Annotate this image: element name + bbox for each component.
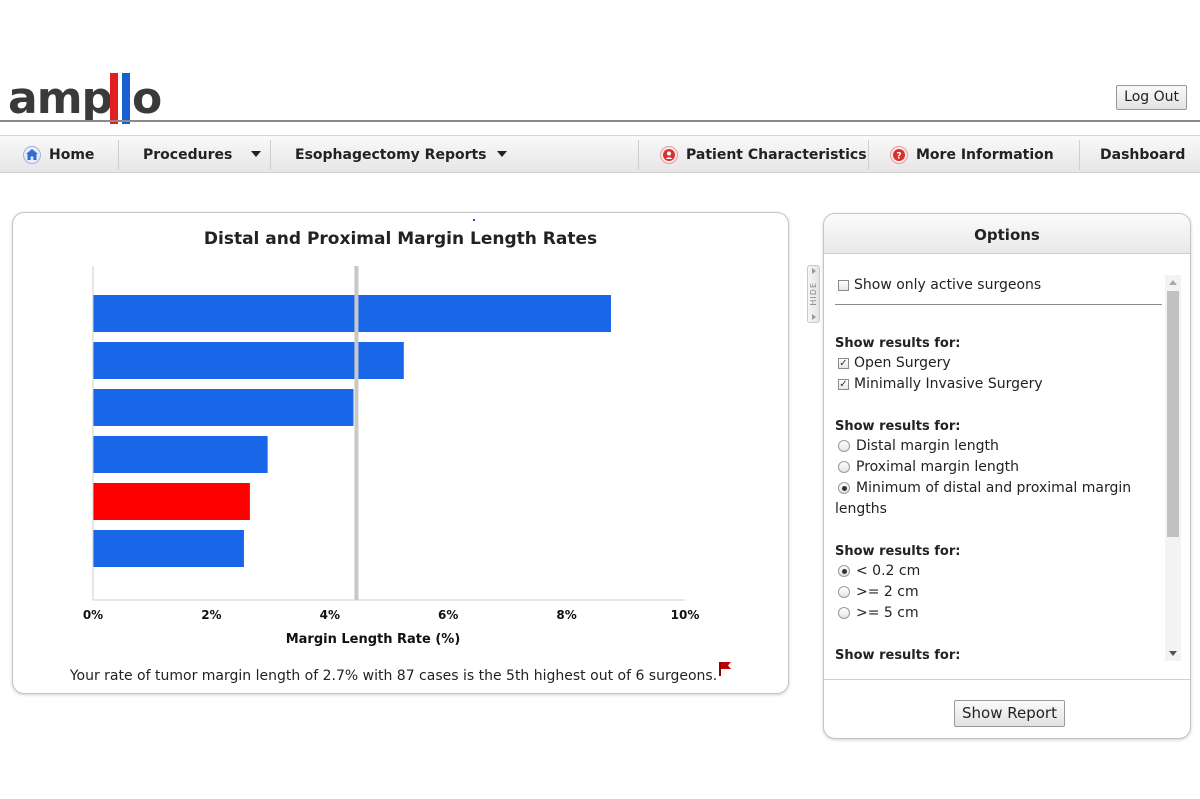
nav-dashboard-label: Dashboard bbox=[1100, 146, 1186, 163]
flag-icon[interactable] bbox=[719, 662, 732, 676]
nav-procedures-label: Procedures bbox=[143, 146, 233, 163]
main-nav: Home Procedures Esophagectomy Reports Pa… bbox=[0, 135, 1200, 173]
distal-option[interactable]: Distal margin length bbox=[838, 438, 999, 454]
x-tick-label: 0% bbox=[83, 608, 103, 622]
scroll-down-icon[interactable] bbox=[1169, 651, 1177, 656]
mis-option[interactable]: ✓ Minimally Invasive Surgery bbox=[838, 376, 1043, 392]
minimum-label-continued: lengths bbox=[835, 501, 887, 517]
chart-caption: Your rate of tumor margin length of 2.7%… bbox=[13, 662, 788, 684]
options-scrollbar[interactable] bbox=[1165, 275, 1181, 661]
nav-patient-characteristics[interactable]: Patient Characteristics bbox=[660, 136, 867, 173]
svg-text:?: ? bbox=[896, 151, 901, 161]
bar-chart: 0% 2% 4% 6% 8% 10% Margin Length Rate (%) bbox=[83, 266, 700, 647]
ge-2-label: >= 2 cm bbox=[856, 584, 919, 600]
x-tick-label: 8% bbox=[556, 608, 576, 622]
scroll-thumb[interactable] bbox=[1167, 291, 1179, 537]
minimum-label: Minimum of distal and proximal margin bbox=[856, 480, 1132, 496]
active-surgeons-label: Show only active surgeons bbox=[854, 277, 1042, 293]
active-surgeons-checkbox[interactable] bbox=[838, 279, 849, 291]
open-surgery-option[interactable]: ✓ Open Surgery bbox=[838, 355, 951, 371]
nav-divider bbox=[638, 140, 639, 170]
x-tick-label: 6% bbox=[438, 608, 458, 622]
benchmark-line bbox=[354, 266, 359, 600]
svg-text:o: o bbox=[132, 73, 162, 124]
bar[interactable] bbox=[93, 342, 404, 379]
nav-dashboard[interactable]: Dashboard bbox=[1100, 136, 1185, 173]
section-title: Show results for: bbox=[835, 544, 961, 559]
reports-dropdown-icon[interactable] bbox=[497, 151, 507, 157]
home-icon bbox=[23, 145, 41, 164]
chart-panel: Distal and Proximal Margin Length Rates … bbox=[12, 212, 789, 694]
nav-home[interactable]: Home bbox=[23, 136, 94, 173]
distal-radio[interactable] bbox=[838, 440, 850, 452]
x-tick-label: 10% bbox=[671, 608, 700, 622]
distal-label: Distal margin length bbox=[856, 438, 999, 454]
ge-2-radio[interactable] bbox=[838, 586, 850, 598]
procedures-dropdown-icon[interactable] bbox=[251, 151, 261, 157]
section-title: Show results for: bbox=[835, 336, 961, 351]
mis-label: Minimally Invasive Surgery bbox=[854, 376, 1043, 392]
options-title: Options bbox=[824, 214, 1190, 254]
logo-mark: amp o bbox=[8, 73, 162, 124]
options-body: Show only active surgeons Show results f… bbox=[824, 274, 1164, 662]
question-icon: ? bbox=[890, 145, 908, 164]
options-footer-divider bbox=[824, 679, 1190, 680]
nav-more-information[interactable]: ? More Information bbox=[890, 136, 1054, 173]
proximal-radio[interactable] bbox=[838, 461, 850, 473]
section-title: Show results for: bbox=[835, 419, 961, 434]
minimum-option[interactable]: Minimum of distal and proximal margin bbox=[838, 480, 1131, 496]
ge-5-radio[interactable] bbox=[838, 607, 850, 619]
options-panel: Options Show only active surgeons Show r… bbox=[823, 213, 1191, 739]
bar-highlighted[interactable] bbox=[93, 483, 250, 520]
bar[interactable] bbox=[93, 530, 244, 567]
marker-dot bbox=[473, 219, 475, 221]
proximal-option[interactable]: Proximal margin length bbox=[838, 459, 1019, 475]
caption-text: Your rate of tumor margin length of 2.7%… bbox=[69, 668, 718, 684]
open-surgery-label: Open Surgery bbox=[854, 355, 951, 371]
nav-procedures[interactable]: Procedures bbox=[143, 136, 232, 173]
nav-home-label: Home bbox=[49, 146, 95, 163]
lt-02-radio[interactable] bbox=[838, 565, 850, 577]
lt-02-label: < 0.2 cm bbox=[856, 563, 921, 579]
ge-5-label: >= 5 cm bbox=[856, 605, 919, 621]
show-report-button[interactable]: Show Report bbox=[954, 700, 1065, 727]
nav-more-information-label: More Information bbox=[916, 146, 1054, 163]
options-divider bbox=[835, 304, 1162, 305]
nav-divider bbox=[118, 140, 119, 170]
x-tick-label: 4% bbox=[320, 608, 340, 622]
nav-divider bbox=[868, 140, 869, 170]
logout-button[interactable]: Log Out bbox=[1116, 85, 1187, 110]
proximal-label: Proximal margin length bbox=[856, 459, 1019, 475]
bar[interactable] bbox=[93, 389, 354, 426]
ge-5-option[interactable]: >= 5 cm bbox=[838, 605, 919, 621]
person-icon bbox=[660, 145, 678, 164]
nav-patient-characteristics-label: Patient Characteristics bbox=[686, 146, 867, 163]
x-axis-label: Margin Length Rate (%) bbox=[286, 632, 461, 647]
ge-2-option[interactable]: >= 2 cm bbox=[838, 584, 919, 600]
nav-divider bbox=[1079, 140, 1080, 170]
open-surgery-checkbox[interactable]: ✓ bbox=[838, 357, 849, 369]
nav-esophagectomy-reports-label: Esophagectomy Reports bbox=[295, 146, 487, 163]
collapse-arrow-icon bbox=[811, 314, 816, 320]
mis-checkbox[interactable]: ✓ bbox=[838, 378, 849, 390]
active-surgeons-option[interactable]: Show only active surgeons bbox=[838, 277, 1041, 293]
svg-text:amp: amp bbox=[8, 73, 112, 124]
section-title: Show results for: bbox=[835, 648, 961, 662]
hide-options-tab[interactable]: HIDE bbox=[807, 265, 820, 323]
bar[interactable] bbox=[93, 436, 268, 473]
x-tick-label: 2% bbox=[201, 608, 221, 622]
hide-tab-label: HIDE bbox=[809, 282, 818, 306]
nav-divider bbox=[270, 140, 271, 170]
minimum-radio[interactable] bbox=[838, 482, 850, 494]
collapse-arrow-icon bbox=[811, 268, 816, 274]
nav-esophagectomy-reports[interactable]: Esophagectomy Reports bbox=[295, 136, 487, 173]
header-divider bbox=[0, 120, 1200, 122]
scroll-up-icon[interactable] bbox=[1169, 280, 1177, 285]
chart-title: Distal and Proximal Margin Length Rates bbox=[203, 229, 598, 249]
lt-02-option[interactable]: < 0.2 cm bbox=[838, 563, 920, 579]
bar[interactable] bbox=[93, 295, 611, 332]
